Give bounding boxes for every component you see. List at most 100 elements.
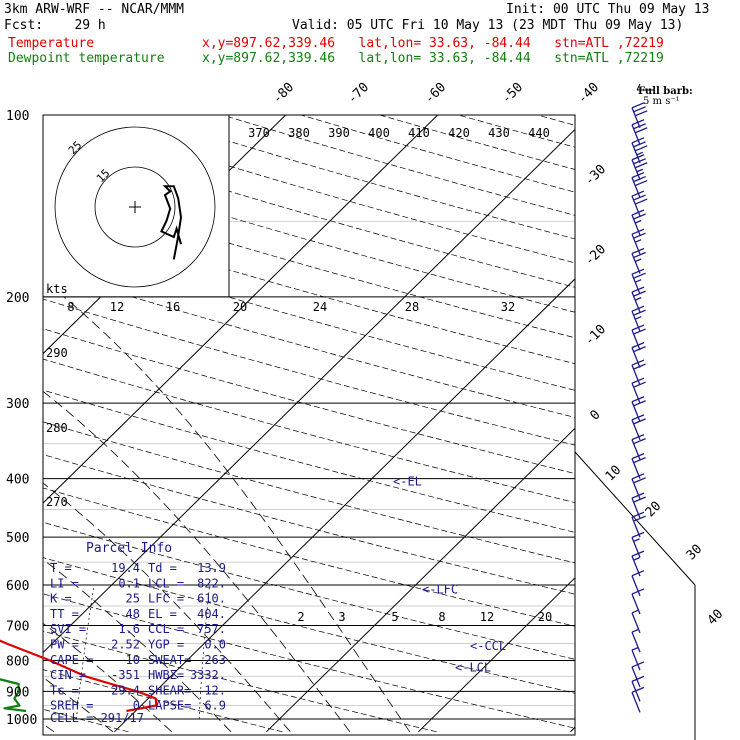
wind-barb-flag [631,661,645,668]
wind-barb-flag [633,457,646,464]
forecast-hour: Fcst: 29 h [4,18,106,33]
wind-barb-staff [631,253,641,274]
wind-barb-flag [634,279,642,283]
wind-barb-flag [633,213,646,220]
wind-barb-flag [631,511,645,518]
wind-barb-staff [631,329,641,351]
wind-barb-flag [634,297,642,301]
wind-barb-flag [634,258,642,263]
wind-barb-staff [631,177,641,198]
wind-barb-key-units: 5 m s⁻¹ [643,96,680,107]
isotherm-label: -80 [270,80,297,107]
mixing-ratio-label: 20 [538,610,552,624]
wind-barb-flag [631,209,645,216]
theta-label: 440 [528,126,550,140]
wind-barb [631,268,646,295]
wind-barb-flag [634,316,642,320]
isotherm-line [43,128,575,654]
wind-barb-flag [634,110,648,117]
theta-label: 400 [368,126,390,140]
wind-barb-flag [631,377,645,384]
level-marker-el: <-EL [393,474,422,488]
parcel-field-value: 610. [197,592,226,606]
dry-adiabat [457,115,575,148]
wind-barb-flag [631,609,639,614]
parcel-field-label: Td = [148,561,177,575]
wind-barb-flag [633,515,646,522]
wind-barb-staff [631,347,641,368]
parcel-field-label: TT = [50,607,79,621]
dry-adiabat [43,630,437,733]
parcel-field-label: Tc = [50,683,79,697]
wind-barb-key-label: Full barb: [638,86,693,97]
parcel-field-label: LAPSE= [148,699,191,713]
wind-barb-flag [631,286,645,293]
wind-barb-flag [631,190,645,197]
wind-barb [631,119,648,145]
dry-adiabat [43,241,575,391]
wind-barb [631,609,641,634]
parcel-field-label: SHEAR= [148,683,191,697]
level-marker-lcl: <-LCL [455,661,491,675]
dry-adiabat [43,521,575,660]
dry-adiabat [43,454,575,595]
legend-dewpoint-info: x,y=897.62,339.46 lat,lon= 33.63, -84.44… [202,51,664,66]
wind-barb-staff [631,159,641,180]
wind-barb-flag [633,309,646,316]
theta-label: 370 [248,126,270,140]
parcel-field-label: PW = [50,638,79,652]
wind-barb [631,342,646,368]
pressure-tick-label: 500 [6,531,29,546]
wind-barb-staff [631,458,641,479]
wind-barb-flag [631,570,645,577]
wind-barb [631,171,648,198]
mixing-ratio-label: 24 [313,300,327,314]
parcel-field-value: 25 [126,592,140,606]
wind-barb [631,661,645,688]
parcel-field-value: 48 [126,607,140,621]
wind-barb-flag [631,359,645,366]
wind-barb-flag [631,268,645,275]
isotherm-label: -60 [422,80,449,107]
wind-barb-flag [633,538,640,542]
mixing-ratio-label: 8 [67,300,74,314]
pressure-tick-label: 200 [6,291,29,306]
init-time: Init: 00 UTC Thu 09 May 13 [506,2,710,17]
parcel-field-label: CCL = [148,622,184,636]
moist-adiabat [43,390,351,733]
wind-barb [631,359,646,386]
wind-barb-flag [633,272,646,279]
isotherm-label: -50 [499,80,526,107]
wind-barb-flag [636,168,644,173]
wind-barb-staff [631,516,641,538]
dry-adiabat [43,328,575,474]
wind-barb-flag [633,290,646,297]
parcel-field-label: SREH = [50,699,93,713]
wind-barb [631,286,646,313]
wind-barb-flag [633,251,646,259]
wind-barb [631,377,646,404]
wind-barb [631,396,646,422]
wind-barb-staff [631,692,641,713]
wind-barb-flag [634,198,648,205]
wind-barb-flag [634,219,642,224]
theta-label: 430 [488,126,510,140]
wind-barb-flag [633,496,646,503]
parcel-field-label: SVI = [50,622,86,636]
wind-barb-flag [633,106,646,113]
parcel-cell: CELL = 291/17 [50,711,144,725]
model-title: 3km ARW-WRF -- NCAR/MMM [4,2,185,17]
wind-barb-flag [631,171,645,179]
isotherm-label: -30 [582,162,609,189]
mixing-ratio-label: 16 [166,300,180,314]
wind-barb-flag [633,557,640,561]
wind-barb [631,453,646,479]
parcel-field-label: LCL = [148,576,184,590]
wind-barb [631,511,646,538]
level-marker-lfc: <-LFC [422,582,458,596]
legend-temperature-name: Temperature [8,36,95,51]
isotherm-label: -10 [582,322,609,349]
parcel-field-label: T = [50,561,72,575]
wind-barb-flag [631,414,645,421]
wind-barb-staff [631,382,641,404]
